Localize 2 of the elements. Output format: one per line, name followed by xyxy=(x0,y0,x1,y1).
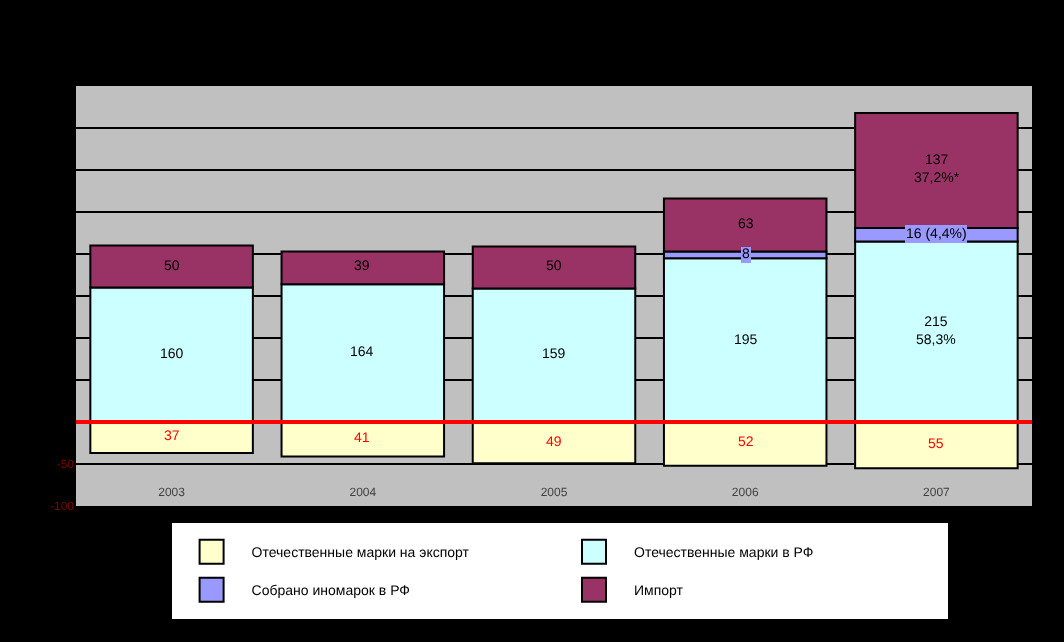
bar xyxy=(89,421,254,455)
bar xyxy=(280,421,446,458)
